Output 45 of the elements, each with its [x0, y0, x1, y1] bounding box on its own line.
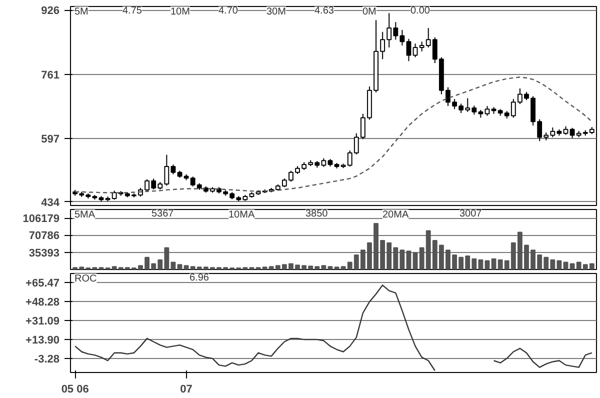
- y-tick-label: 761: [41, 69, 60, 82]
- bar: [412, 252, 418, 270]
- y-tick-label: +65.47: [26, 277, 60, 290]
- y-tick-label: 70786: [28, 230, 60, 242]
- annotation: 5MA: [74, 210, 96, 220]
- y-tick-label: 106179: [22, 213, 60, 226]
- annotation: 20MA: [382, 210, 409, 220]
- annotation: 0.00: [410, 6, 430, 16]
- y-tick-label: 926: [41, 5, 60, 18]
- y-tick-label: 597: [41, 133, 60, 146]
- candlestick: [170, 164, 176, 175]
- y-tick-label: +31.09: [26, 316, 60, 328]
- annotation: 4.70: [218, 6, 238, 16]
- bar: [563, 262, 568, 270]
- y-tick-label: 35393: [28, 247, 60, 260]
- candlestick: [484, 106, 490, 116]
- y-tick-label: +13.90: [26, 334, 60, 347]
- x-tick-label: 07: [180, 384, 192, 396]
- bar: [328, 266, 333, 270]
- bar: [406, 250, 412, 270]
- annotation: 4.75: [122, 6, 142, 16]
- annotation: 10M: [170, 6, 190, 18]
- candlestick: [406, 38, 412, 62]
- bar: [334, 266, 340, 270]
- bar: [170, 262, 176, 270]
- annotation: 30M: [266, 6, 286, 18]
- candlestick: [412, 43, 418, 58]
- annotation: 5367: [152, 208, 174, 220]
- y-tick-label: -3.28: [34, 354, 60, 366]
- candlestick: [347, 150, 352, 167]
- annotation: 0M: [362, 6, 376, 18]
- annotation: 6.96: [190, 272, 210, 284]
- annotation: 3850: [306, 208, 328, 220]
- bar: [484, 260, 490, 270]
- y-tick-label: 434: [41, 196, 60, 209]
- line-series: [74, 76, 593, 194]
- y-tick-label: +48.28: [26, 296, 60, 308]
- annotation: 10MA: [228, 210, 255, 220]
- annotation: 4.63: [314, 6, 334, 16]
- annotation: ROC: [74, 274, 97, 284]
- bar: [177, 264, 182, 270]
- x-tick-label: 05 06: [61, 384, 89, 396]
- annotation: 3007: [460, 208, 482, 220]
- bar: [491, 258, 496, 270]
- annotation: 5M: [74, 6, 88, 18]
